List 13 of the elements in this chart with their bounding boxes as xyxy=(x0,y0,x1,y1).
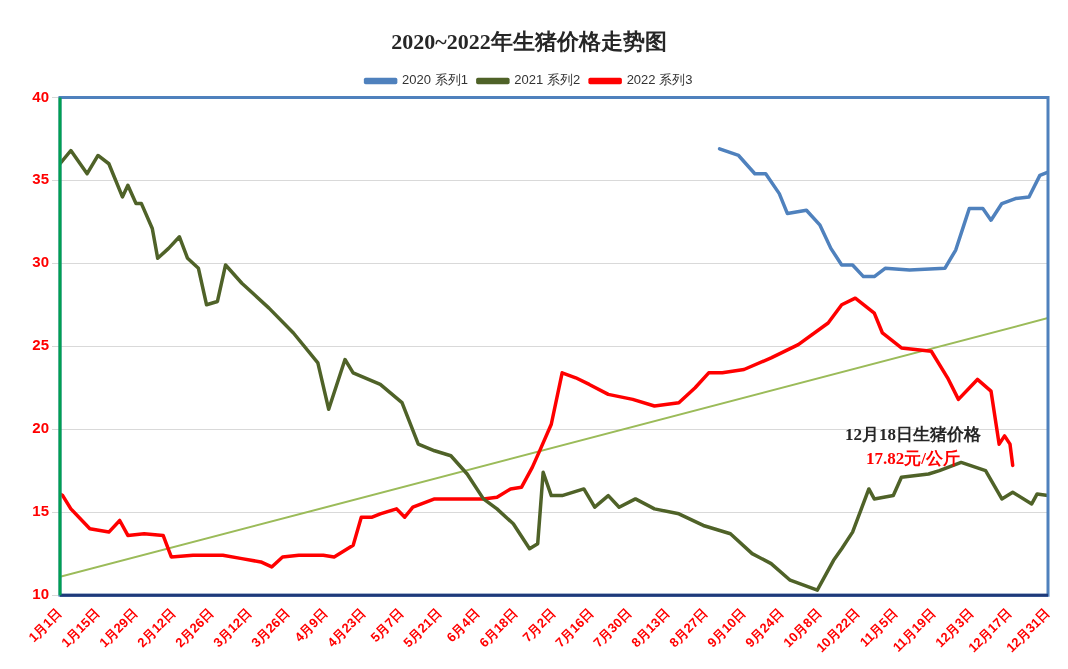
y-tick-label: 30 xyxy=(32,253,49,271)
y-tick-label: 35 xyxy=(32,170,49,188)
y-tick-label: 40 xyxy=(32,87,49,105)
y-tick-label: 10 xyxy=(32,585,49,603)
annotation: 17.82元/公斤 xyxy=(866,448,960,468)
legend-label: 2022 系列3 xyxy=(626,72,693,88)
chart-title: 2020~2022年生猪价格走势图 xyxy=(391,28,667,54)
y-tick-label: 20 xyxy=(32,419,49,437)
y-tick-label: 25 xyxy=(32,336,49,354)
y-tick-label: 15 xyxy=(32,502,49,520)
legend-label: 2020 系列1 xyxy=(402,72,468,88)
annotation: 12月18日生猪价格 xyxy=(845,424,982,444)
legend-label: 2021 系列2 xyxy=(514,72,581,88)
